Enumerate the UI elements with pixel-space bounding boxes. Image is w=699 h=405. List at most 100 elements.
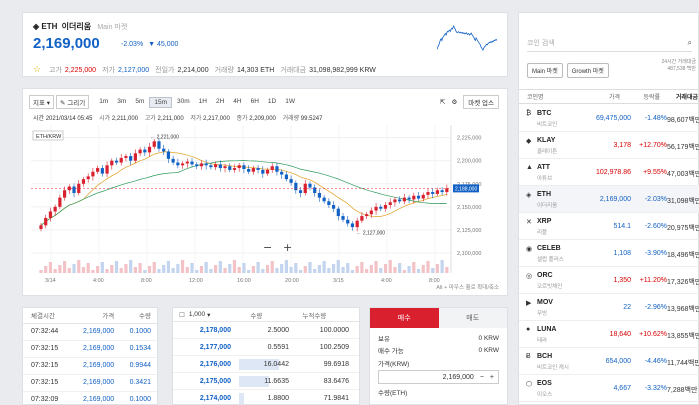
interval-5m[interactable]: 5m — [135, 97, 145, 105]
volume-bar — [313, 269, 317, 273]
coin-row-eth[interactable]: ◈ ETH 이더리움 2,169,000 -2.03% 31,098백만 — [519, 186, 699, 213]
candle — [355, 217, 359, 232]
orderbook-row[interactable]: 2,175,000 11.6635 83.6476 — [173, 373, 359, 390]
price-group-select[interactable]: 1,000 — [188, 311, 206, 318]
buy-tab[interactable]: 매수 — [370, 308, 439, 328]
coin-price: 2,169,000 — [599, 196, 631, 203]
coin-row-mov[interactable]: ▶ MOV 무빙 22 -2.96% 13,968백만 — [519, 294, 699, 321]
candle — [143, 146, 147, 156]
favorite-star-icon[interactable]: ☆ — [33, 64, 42, 74]
col-price[interactable]: 가격 — [608, 95, 620, 101]
col-change[interactable]: 등락률 — [643, 95, 660, 101]
book-cum-qty: 71.9841 — [323, 394, 349, 402]
coin-row-att[interactable]: ▲ ATT 아튜브 102,978.86 +9.55% 47,003백만 — [519, 159, 699, 186]
interval-30m[interactable]: 30m — [177, 97, 190, 105]
col-volume[interactable]: 거래대금 — [675, 95, 698, 101]
candle — [209, 163, 213, 170]
volume-bar — [388, 260, 392, 273]
coin-name: 아튜브 — [537, 176, 553, 182]
zoom-in-button[interactable]: + — [283, 241, 292, 254]
ohlc-time: 시간 2021/03/14 05:45 — [33, 116, 93, 122]
interval-1D[interactable]: 1D — [267, 97, 277, 105]
interval-2H[interactable]: 2H — [215, 97, 225, 105]
orderbook-row[interactable]: 2,178,000 2.5000 100.0000 — [173, 322, 359, 339]
coin-row-luna[interactable]: ● LUNA 테라 18,640 +10.62% 13,855백만 — [519, 321, 699, 348]
coin-row-orc[interactable]: ◎ ORC 오르빗체인 1,350 +11.20% 17,326백만 — [519, 267, 699, 294]
candle — [421, 192, 425, 202]
draw-button[interactable]: ✎ 그리기 — [56, 95, 90, 109]
candle — [327, 198, 331, 208]
interval-1W[interactable]: 1W — [285, 97, 295, 105]
balance-label: 보유 — [378, 336, 390, 343]
search-icon[interactable]: ⌕ — [687, 38, 692, 47]
orderbook-row[interactable]: 2,174,000 1.8800 71.9841 — [173, 390, 359, 405]
interval-3m[interactable]: 3m — [117, 97, 127, 105]
interval-1H[interactable]: 1H — [198, 97, 207, 105]
coin-row-klay[interactable]: ◆ KLAY 클레이튼 3,178 +12.70% 56,179백만 — [519, 132, 699, 159]
volume-bar — [133, 267, 137, 273]
volume-bar — [440, 260, 444, 273]
coin-row-eos[interactable]: ⬡ EOS 이오스 4,667 -3.32% 7,288백만 — [519, 375, 699, 402]
price-value[interactable]: 2,169,000 — [442, 373, 474, 381]
main-market-tab[interactable]: Main 마켓 — [527, 63, 563, 78]
volume-bar — [81, 267, 86, 273]
book-price[interactable]: 2,176,000 — [199, 360, 231, 368]
interval-15m[interactable]: 15m — [149, 96, 173, 108]
sell-tab[interactable]: 매도 — [438, 308, 507, 328]
coin-row-btc[interactable]: ₿ BTC 비트코인 69,475,000 -1.48% 98,607백만 — [519, 105, 699, 132]
coin-icon: ₿ — [526, 110, 532, 117]
coin-volume: 98,607백만 — [667, 117, 699, 124]
x-tick-label: 20:00 — [285, 278, 299, 284]
chevron-down-icon[interactable]: ▾ — [207, 311, 211, 319]
coin-row-xrp[interactable]: ✕ XRP 리플 514.1 -2.60% 20,975백만 — [519, 213, 699, 240]
volume-bar — [265, 265, 270, 273]
group-checkbox[interactable]: ☐ — [179, 311, 185, 319]
book-price[interactable]: 2,177,000 — [199, 343, 231, 351]
coin-search-input[interactable]: 코인 검색 ⌕ — [527, 35, 692, 52]
candle — [445, 184, 449, 196]
coin-symbol: ETH — [537, 191, 551, 198]
candle — [346, 215, 350, 227]
book-price[interactable]: 2,178,000 — [199, 326, 231, 334]
trade-time: 07:32:15 — [23, 340, 71, 358]
market-price-button[interactable]: 마켓 업스 — [463, 95, 499, 109]
interval-1m[interactable]: 1m — [99, 97, 109, 105]
candlestick-chart[interactable]: 2,225,0002,200,0002,175,0002,150,0002,12… — [31, 125, 501, 285]
market-label: Main 마켓 — [97, 24, 128, 31]
coin-volume: 17,326백만 — [667, 279, 699, 286]
orderbook-row[interactable]: 2,177,000 0.5591 100.2509 — [173, 339, 359, 356]
series-label: ETH/KRW — [32, 130, 64, 141]
interval-6H[interactable]: 6H — [250, 97, 259, 105]
candle — [166, 149, 171, 164]
volume-bar — [350, 270, 355, 273]
book-price[interactable]: 2,175,000 — [199, 377, 231, 385]
volume-bar — [96, 266, 100, 273]
volume-bar — [195, 270, 199, 273]
screenshot-icon[interactable]: ⇱ — [439, 99, 446, 106]
candle — [313, 184, 317, 197]
candle — [62, 186, 67, 201]
trade-price: 2,169,000 — [70, 357, 121, 375]
volume-bar — [124, 264, 128, 273]
growth-market-tab[interactable]: Growth 마켓 — [566, 63, 609, 78]
price-input[interactable]: 2,169,000 − + — [378, 370, 499, 384]
interval-4H[interactable]: 4H — [233, 97, 242, 105]
plus-button[interactable]: + — [489, 373, 494, 381]
coin-price: 3,178 — [613, 142, 631, 149]
coin-row-bch[interactable]: Ƀ BCH 비트코인 캐시 654,000 -4.46% 11,744백만 — [519, 348, 699, 375]
orderbook-row[interactable]: 2,176,000 16.0442 99.6918 — [173, 356, 359, 373]
candle — [369, 207, 373, 218]
coin-row-celeb[interactable]: ◉ CELEB 셀럽 플러스 1,108 -3.90% 18,496백만 — [519, 240, 699, 267]
col-coin[interactable]: 코인명 — [527, 95, 544, 101]
book-price[interactable]: 2,174,000 — [199, 394, 231, 402]
minus-button[interactable]: − — [479, 373, 484, 381]
trade-row: 07:32:15 2,169,000 0.9944 — [23, 357, 157, 375]
coin-symbol: LUNA — [537, 326, 557, 333]
settings-icon[interactable]: ⚙ — [451, 99, 458, 106]
zoom-out-button[interactable]: − — [263, 241, 272, 254]
candle — [44, 214, 48, 229]
volume-bar — [218, 261, 222, 273]
candle — [350, 221, 355, 231]
indicator-button[interactable]: 지표 ▾ — [29, 95, 55, 109]
price-change: -2.03% ▼ 45,000 — [121, 41, 179, 48]
